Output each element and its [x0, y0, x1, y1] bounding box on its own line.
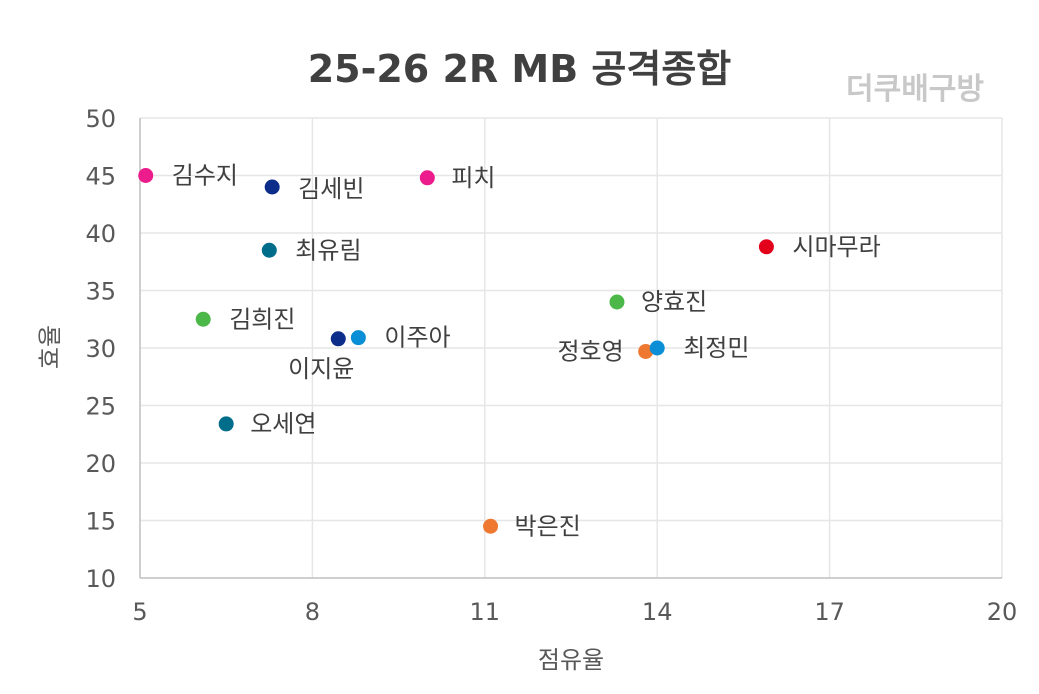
point-label: 김수지 [172, 162, 238, 190]
point-label: 김세빈 [298, 175, 364, 203]
point-label: 오세연 [250, 410, 316, 438]
y-tick-label: 40 [85, 220, 116, 248]
data-point [483, 518, 499, 534]
y-tick-label: 45 [85, 163, 116, 191]
y-tick-label: 35 [85, 278, 116, 306]
data-point [264, 179, 280, 195]
y-tick-label: 50 [85, 105, 116, 133]
point-label: 양효진 [641, 288, 707, 316]
y-tick-label: 25 [85, 393, 116, 421]
point-label: 이주아 [384, 324, 450, 352]
data-point [609, 294, 625, 310]
point-label: 정호영 [557, 337, 623, 365]
point-label: 이지윤 [288, 355, 354, 383]
data-point [638, 343, 654, 359]
point-label: 김희진 [229, 305, 295, 333]
chart-title: 25-26 2R MB 공격종합 [307, 47, 732, 91]
data-point [350, 330, 366, 346]
x-axis-label: 점유율 [538, 646, 604, 674]
x-tick-label: 8 [305, 598, 320, 626]
y-axis-label: 효율 [36, 325, 64, 369]
y-tick-label: 20 [85, 450, 116, 478]
data-point [261, 242, 277, 258]
x-tick-label: 14 [642, 598, 673, 626]
point-label: 최유림 [295, 236, 361, 264]
x-tick-label: 5 [132, 598, 147, 626]
y-tick-label: 15 [85, 508, 116, 536]
point-label: 시마무라 [792, 233, 880, 261]
data-points [138, 168, 774, 534]
watermark: 더쿠배구방 [846, 72, 984, 107]
data-point [195, 311, 211, 327]
data-point [649, 340, 665, 356]
data-point [218, 416, 234, 432]
x-tick-label: 20 [987, 598, 1018, 626]
y-tick-label: 10 [85, 565, 116, 593]
axes [139, 118, 1002, 579]
x-tick-label: 17 [814, 598, 845, 626]
point-label: 최정민 [683, 334, 749, 362]
point-label: 피치 [451, 164, 495, 192]
y-tick-label: 30 [85, 335, 116, 363]
data-point [758, 239, 774, 255]
data-point [138, 168, 154, 183]
data-point [419, 170, 435, 186]
x-tick-label: 11 [470, 598, 501, 626]
tick-labels: 10 15 20 25 30 35 40 45 50 5 8 11 14 17 20 [85, 105, 1017, 626]
data-point [330, 331, 346, 347]
point-label: 박은진 [515, 512, 581, 540]
